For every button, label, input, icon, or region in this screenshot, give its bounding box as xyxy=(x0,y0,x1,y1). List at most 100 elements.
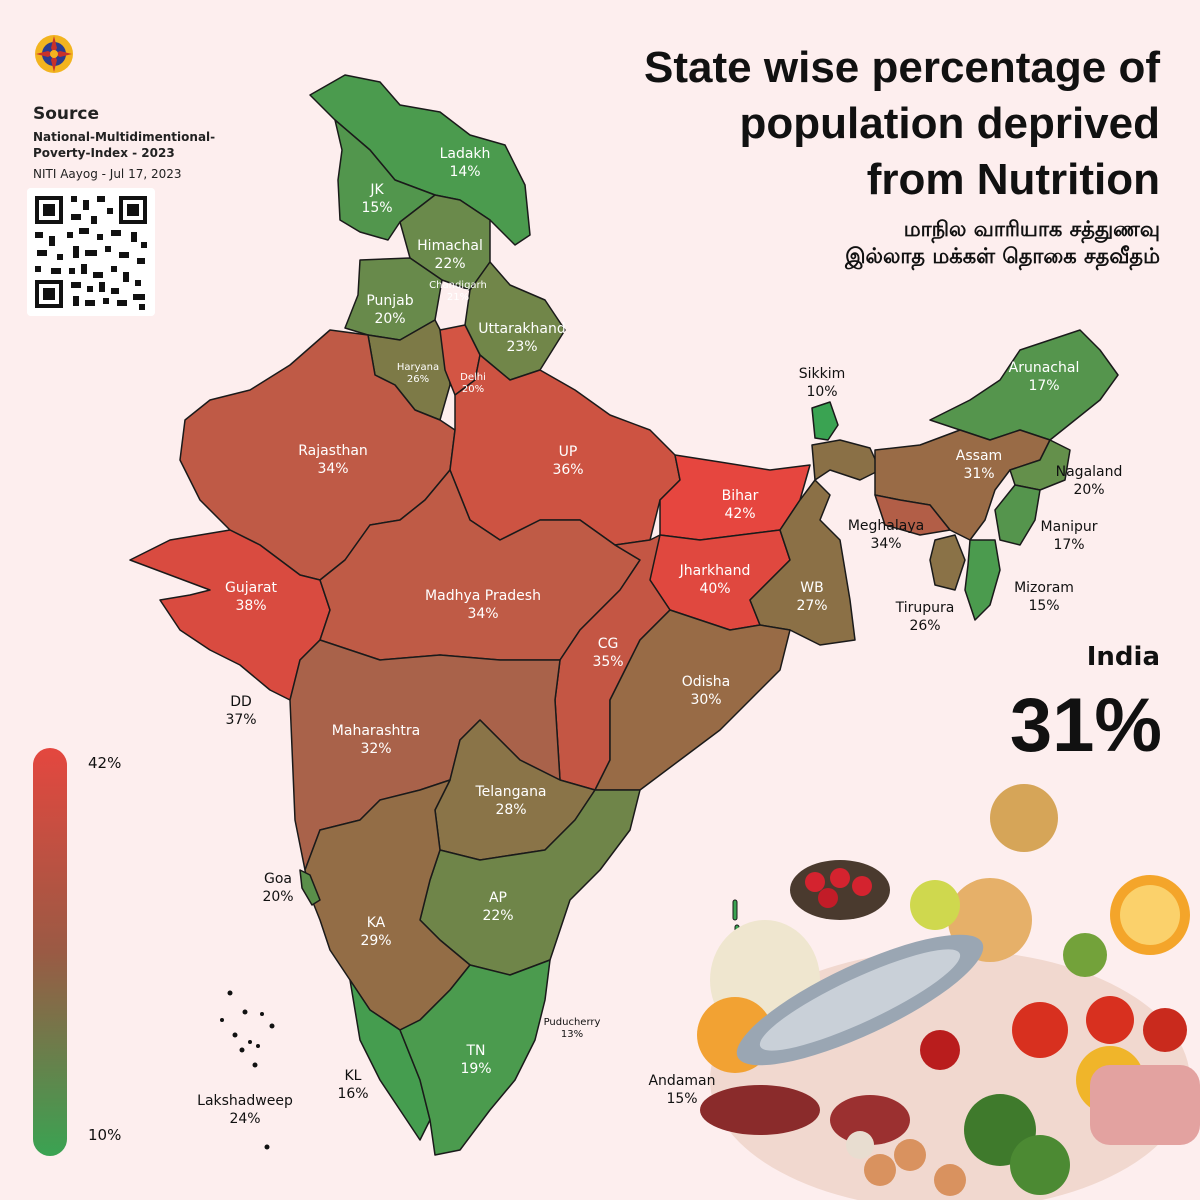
state-name-punjab: Punjab xyxy=(366,293,413,309)
state-value-telangana: 28% xyxy=(495,802,526,818)
state-name-mizoram: Mizoram xyxy=(1014,580,1074,596)
state-name-goa: Goa xyxy=(264,871,292,887)
state-name-sikkim: Sikkim xyxy=(799,366,846,382)
state-name-mp: Madhya Pradesh xyxy=(425,588,541,604)
state-value-nagaland: 20% xyxy=(1073,482,1104,498)
region-sikkim[interactable] xyxy=(811,401,839,441)
state-value-up: 36% xyxy=(552,462,583,478)
state-value-manipur: 17% xyxy=(1053,537,1084,553)
state-name-tn: TN xyxy=(465,1043,485,1059)
state-name-himachal: Himachal xyxy=(417,238,483,254)
india-value: 31% xyxy=(1009,683,1162,768)
region-jk[interactable] xyxy=(334,119,436,241)
state-name-jharkhand: Jharkhand xyxy=(679,563,751,579)
state-value-punjab: 20% xyxy=(374,311,405,327)
state-name-assam: Assam xyxy=(956,448,1002,464)
region-odisha[interactable] xyxy=(594,609,791,791)
state-value-meghalaya: 34% xyxy=(870,536,901,552)
state-name-ap: AP xyxy=(489,890,507,906)
state-name-delhi: Delhi xyxy=(460,372,486,383)
source-line-2: Poverty-Index - 2023 xyxy=(33,146,175,160)
region-meghalaya[interactable] xyxy=(874,494,951,536)
state-value-goa: 20% xyxy=(262,889,293,905)
state-name-tripura: Tirupura xyxy=(895,600,955,616)
subtitle-line-1: மாநில வாரியாக சத்துணவு xyxy=(903,217,1160,241)
source-line-1: National-Multidimentional- xyxy=(33,130,216,144)
state-value-ka: 29% xyxy=(360,933,391,949)
state-value-puducherry: 13% xyxy=(561,1029,583,1040)
state-name-ka: KA xyxy=(367,915,386,931)
region-nagaland[interactable] xyxy=(1009,439,1071,491)
color-scale-bar xyxy=(33,748,67,1156)
state-value-bihar: 42% xyxy=(724,506,755,522)
state-name-uttarakhand: Uttarakhand xyxy=(478,321,565,337)
region-wb[interactable] xyxy=(749,479,856,646)
state-value-mp: 34% xyxy=(467,606,498,622)
state-name-manipur: Manipur xyxy=(1041,519,1098,535)
state-value-kl: 16% xyxy=(337,1086,368,1102)
qr-code[interactable] xyxy=(27,188,155,316)
region-tn[interactable] xyxy=(399,959,551,1156)
state-value-ladakh: 14% xyxy=(449,164,480,180)
legend-min-label: 10% xyxy=(88,1126,122,1144)
state-value-arunachal: 17% xyxy=(1028,378,1059,394)
state-name-andaman: Andaman xyxy=(648,1073,715,1089)
region-mizoram[interactable] xyxy=(964,539,1001,621)
region-goa[interactable] xyxy=(299,869,321,906)
state-name-jk: JK xyxy=(369,182,384,198)
state-name-arunachal: Arunachal xyxy=(1009,360,1080,376)
state-name-telangana: Telangana xyxy=(474,784,546,800)
state-name-bihar: Bihar xyxy=(722,488,759,504)
state-name-puducherry: Puducherry xyxy=(544,1017,601,1028)
state-value-haryana: 26% xyxy=(407,374,429,385)
region-arunachal[interactable] xyxy=(929,329,1119,441)
state-value-wb: 27% xyxy=(796,598,827,614)
state-value-andaman: 15% xyxy=(666,1091,697,1107)
state-value-himachal: 22% xyxy=(434,256,465,272)
state-value-tripura: 26% xyxy=(909,618,940,634)
region-kl[interactable] xyxy=(349,979,431,1141)
region-ka[interactable] xyxy=(304,779,471,1031)
state-name-chandigarh: Chandigarh xyxy=(429,280,487,291)
source-heading: Source xyxy=(33,104,100,124)
state-value-jharkhand: 40% xyxy=(699,581,730,597)
india-label: India xyxy=(1086,642,1160,672)
source-line-3: NITI Aayog - Jul 17, 2023 xyxy=(33,167,182,181)
food-illustration xyxy=(697,784,1200,1200)
state-value-tn: 19% xyxy=(460,1061,491,1077)
state-value-sikkim: 10% xyxy=(806,384,837,400)
state-value-cg: 35% xyxy=(592,654,623,670)
region-siliguri-corridor[interactable] xyxy=(811,439,881,481)
title-line-2: population deprived xyxy=(739,99,1160,148)
legend-max-label: 42% xyxy=(88,754,122,772)
state-value-jk: 15% xyxy=(361,200,392,216)
state-name-haryana: Haryana xyxy=(397,362,439,373)
state-value-maharashtra: 32% xyxy=(360,741,391,757)
state-name-odisha: Odisha xyxy=(682,674,731,690)
state-value-odisha: 30% xyxy=(690,692,721,708)
state-value-ap: 22% xyxy=(482,908,513,924)
state-name-lakshadweep: Lakshadweep xyxy=(197,1093,293,1109)
state-value-rajasthan: 34% xyxy=(317,461,348,477)
state-value-assam: 31% xyxy=(963,466,994,482)
region-tripura[interactable] xyxy=(929,534,966,591)
subtitle-line-2: இல்லாத மக்கள் தொகை சதவீதம் xyxy=(845,244,1160,268)
state-name-meghalaya: Meghalaya xyxy=(848,518,924,534)
state-value-gujarat: 38% xyxy=(235,598,266,614)
state-value-uttarakhand: 23% xyxy=(506,339,537,355)
state-name-kl: KL xyxy=(345,1068,362,1084)
lakshadweep-islands xyxy=(220,990,275,1150)
state-name-dd: DD xyxy=(230,694,252,710)
tamil-subtitle: மாநில வாரியாக சத்துணவு இல்லாத மக்கள் தொக… xyxy=(560,216,1160,270)
region-manipur[interactable] xyxy=(994,484,1041,546)
state-name-rajasthan: Rajasthan xyxy=(298,443,368,459)
state-value-delhi: 20% xyxy=(462,384,484,395)
state-name-maharashtra: Maharashtra xyxy=(332,723,420,739)
state-value-chandigarh: 21% xyxy=(447,292,469,303)
title-line-3: from Nutrition xyxy=(866,155,1160,204)
emblem-logo xyxy=(35,35,73,73)
state-name-cg: CG xyxy=(598,636,619,652)
page-title: State wise percentage of population depr… xyxy=(520,40,1160,208)
title-line-1: State wise percentage of xyxy=(644,43,1160,92)
